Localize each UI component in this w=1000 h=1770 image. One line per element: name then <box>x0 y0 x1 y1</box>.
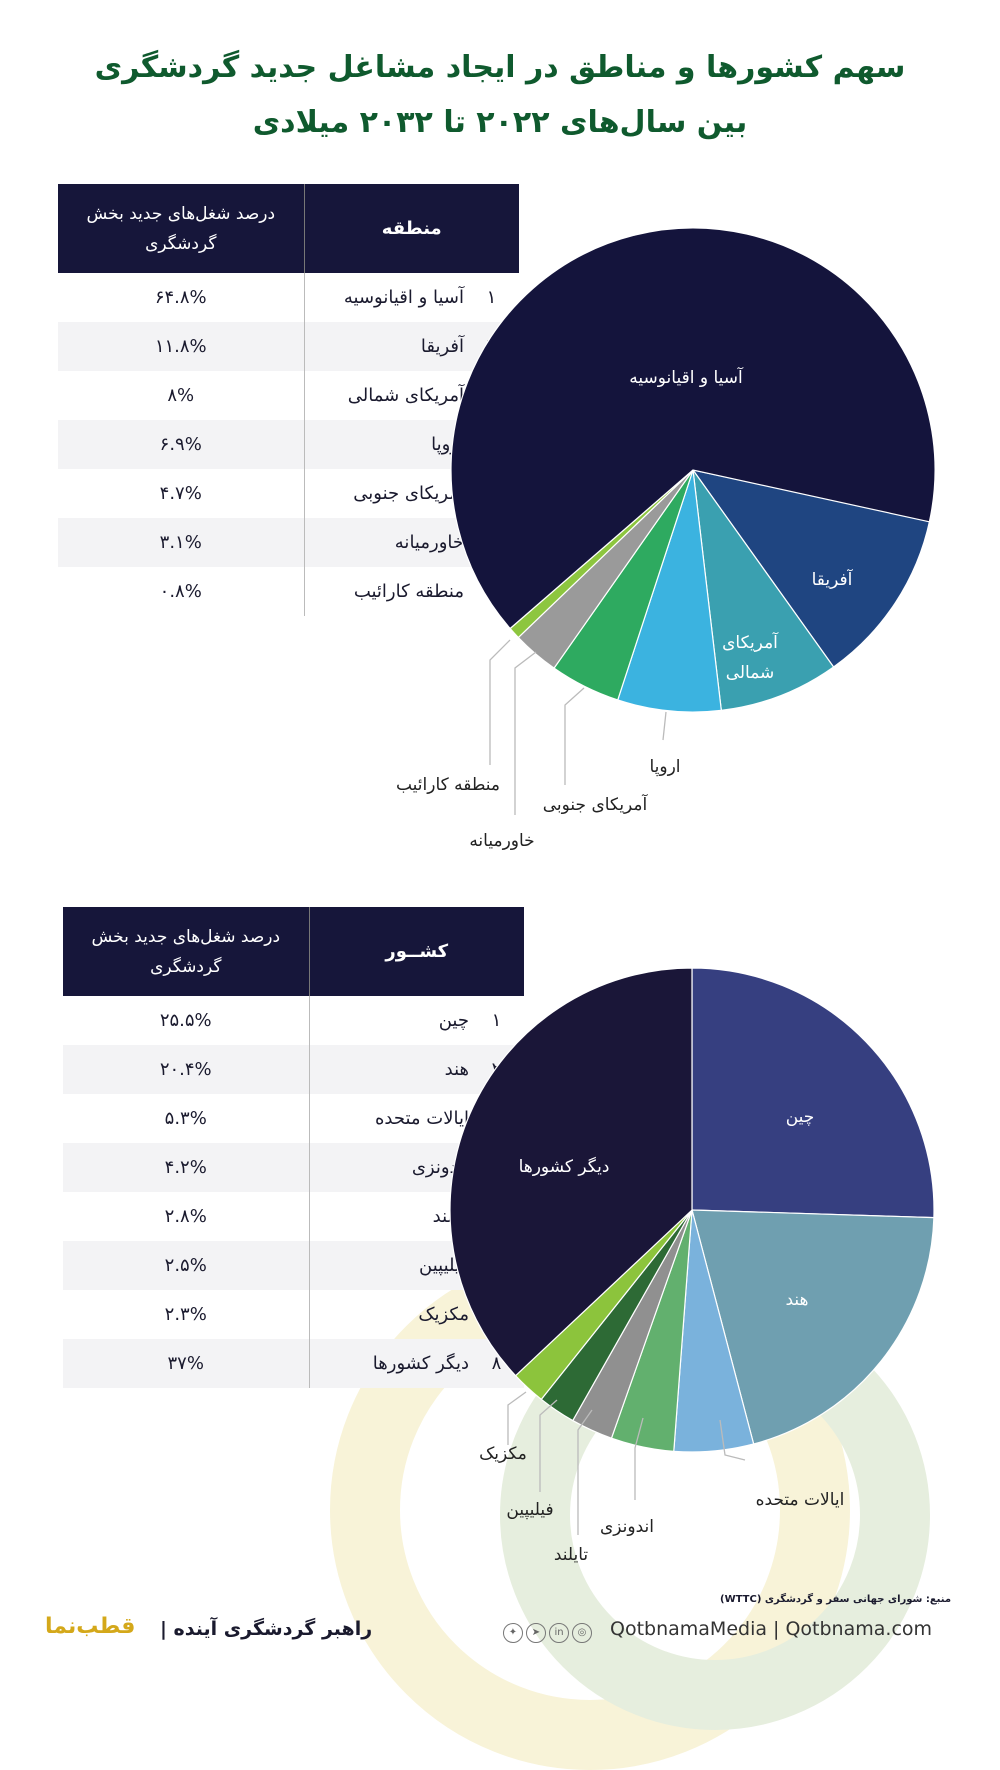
percent: ۵.۳% <box>63 1094 310 1143</box>
pie-slice <box>691 469 931 668</box>
tagline: راهبر گردشگری آینده | <box>160 1618 373 1640</box>
header-name: منطقه <box>304 184 519 273</box>
table-row: ۱ چین ۲۵.۵% <box>63 996 524 1045</box>
name: آمریکای جنوبی <box>353 483 464 504</box>
percent: ۲۰.۴% <box>63 1045 310 1094</box>
label-middle-east: خاورمیانه <box>469 831 534 851</box>
percent: ۶.۹% <box>58 420 305 469</box>
name: هند <box>309 1045 469 1094</box>
name: آفریقا <box>304 322 464 371</box>
rank: ۱ <box>486 287 497 308</box>
name: فیلیپین <box>309 1241 469 1290</box>
label-india: هند <box>785 1290 808 1310</box>
table-row: ۶فیلیپین۲.۵% <box>63 1241 524 1290</box>
label-caribbean: منطقه کارائیب <box>396 775 500 795</box>
pie-slice <box>692 469 835 712</box>
source-note: منبع: شورای جهانی سفر و گردشگری (WTTC) <box>720 1594 952 1605</box>
rank: ۱ <box>491 1010 502 1031</box>
name: آسیا و اقیانوسیه <box>343 287 464 308</box>
percent: ۸% <box>58 371 305 420</box>
percent: ۳.۱% <box>58 518 305 567</box>
percent: ۱۱.۸% <box>58 322 305 371</box>
name: ایالات متحده <box>375 1108 469 1129</box>
leader-line <box>577 1409 593 1535</box>
linkedin-icon[interactable]: in <box>549 1623 569 1643</box>
website-links[interactable]: QotbnamaMedia | Qotbnama.com <box>610 1618 933 1640</box>
pie-slice <box>449 967 693 1377</box>
instagram-icon[interactable]: ◎ <box>572 1623 592 1643</box>
percent: ۲.۳% <box>63 1290 310 1339</box>
percent: ۲.۵% <box>63 1241 310 1290</box>
title-line-2: بین سال‌های ۲۰۲۲ تا ۲۰۳۲ میلادی <box>252 105 748 140</box>
pie-slice <box>691 967 935 1219</box>
percent: ۲.۸% <box>63 1192 310 1241</box>
percent: ۴.۲% <box>63 1143 310 1192</box>
label-africa: آفریقا <box>812 568 854 590</box>
region-table: منطقه درصد شغل‌های جدید بخش گردشگری ۱ آسیا … <box>58 184 519 616</box>
header-pct: درصد شغل‌های جدید بخش گردشگری <box>58 184 305 273</box>
title-line-1: سهم کشورها و مناطق در ایجاد مشاغل جدید گ… <box>94 50 906 85</box>
label-china: چین <box>786 1107 815 1127</box>
logo: قطب‌نما <box>45 1614 136 1639</box>
table-row: ۸ دیگر کشورها ۳۷% <box>63 1339 524 1388</box>
name: خاورمیانه <box>304 518 464 567</box>
percent: ۶۴.۸% <box>58 273 305 322</box>
table-row: ۷مکزیک۲.۳% <box>63 1290 524 1339</box>
label-others: دیگر کشورها <box>519 1156 610 1177</box>
label-philippines: فیلیپین <box>506 1500 553 1520</box>
pie-slice <box>691 1209 935 1445</box>
percent: ۰.۸% <box>58 567 305 616</box>
pie-slice <box>616 469 722 713</box>
leader-line <box>719 1419 746 1461</box>
label-north-america: آمریکای <box>722 631 779 653</box>
telegram-icon[interactable]: ➤ <box>526 1623 546 1643</box>
table-row: ۲آفریقا۱۱.۸% <box>58 322 519 371</box>
social-links[interactable]: ◎in➤✦ <box>500 1618 592 1643</box>
table-row: ۵تایلند۲.۸% <box>63 1192 524 1241</box>
label-usa: ایالات متحده <box>756 1490 845 1510</box>
leader-line <box>564 687 585 785</box>
label-mexico: مکزیک <box>479 1444 527 1464</box>
label-europe: اروپا <box>649 757 680 777</box>
twitter-icon[interactable]: ✦ <box>503 1623 523 1643</box>
table-row: ۲هند۲۰.۴% <box>63 1045 524 1094</box>
name: منطقه کارائیب <box>353 581 464 602</box>
pie-slice <box>450 227 936 630</box>
label-north-america: شمالی <box>726 663 775 683</box>
percent: ۴.۷% <box>58 469 305 518</box>
name: مکزیک <box>418 1304 469 1325</box>
percent: ۳۷% <box>63 1339 310 1388</box>
charts: آسیا و اقیانوسیه آفریقا آمریکای شمالی اروپاآ… <box>396 227 936 1565</box>
table-row: ۱ آسیا و اقیانوسیه ۶۴.۸% <box>58 273 519 322</box>
label-indonesia: اندونزی <box>600 1517 654 1537</box>
label-thailand: تایلند <box>554 1545 589 1565</box>
label-south-america: آمریکای جنوبی <box>543 793 649 815</box>
leader-line <box>489 639 511 765</box>
name: آمریکای شمالی <box>347 385 464 406</box>
percent: ۲۵.۵% <box>63 996 310 1045</box>
leader-line <box>634 1417 644 1500</box>
header-name: کشــور <box>309 907 524 996</box>
leader-line <box>539 1399 558 1492</box>
leader-line <box>507 1391 527 1445</box>
header-pct: درصد شغل‌های جدید بخش گردشگری <box>63 907 310 996</box>
name: چین <box>438 1010 469 1031</box>
leader-line <box>514 651 537 815</box>
label-asia: آسیا و اقیانوسیه <box>629 366 744 388</box>
leader-line <box>662 711 667 741</box>
name: دیگر کشورها <box>309 1339 469 1388</box>
